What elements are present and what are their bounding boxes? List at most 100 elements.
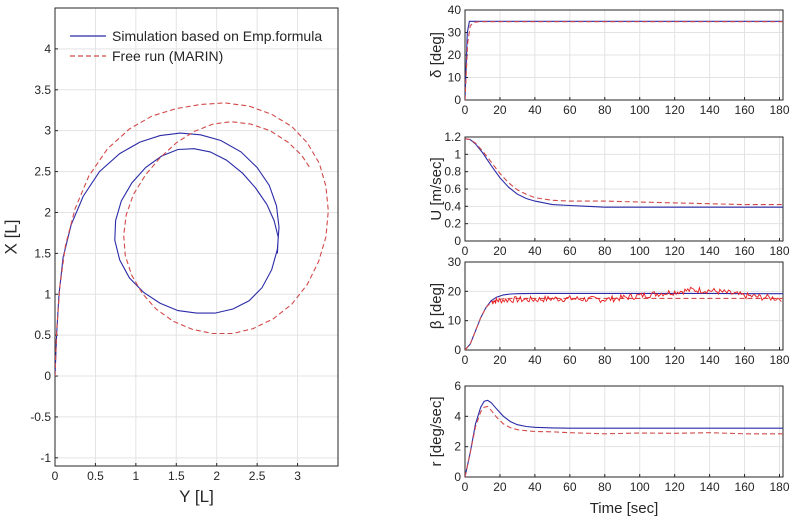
x-tick-label: 180 <box>769 244 789 258</box>
x-tick-label: 2 <box>213 469 220 483</box>
x-tick-label: 40 <box>528 103 542 117</box>
y-tick-label: 0 <box>44 369 51 383</box>
x-tick-label: 80 <box>598 353 612 367</box>
x-tick-label: 60 <box>563 244 577 258</box>
y-tick-label: 20 <box>448 284 462 298</box>
simulation-series-line <box>55 132 280 377</box>
y-tick-label: 4 <box>44 42 51 56</box>
y-tick-label: 40 <box>448 3 462 17</box>
legend-entry: Free run (MARIN) <box>112 48 223 64</box>
x-tick-label: 20 <box>493 103 507 117</box>
x-tick-label: 20 <box>493 244 507 258</box>
x-tick-label: 60 <box>563 353 577 367</box>
y-tick-label: 0 <box>454 93 461 107</box>
y-tick-label: 1.2 <box>444 130 461 144</box>
y-tick-label: 10 <box>448 314 462 328</box>
x-tick-label: 140 <box>700 244 720 258</box>
speed-plot: 0 20 40 60 80 100 120 140 160 18000.20.40.60.811.… <box>428 130 790 258</box>
y-tick-label: 20 <box>448 48 462 62</box>
x-tick-label: 160 <box>735 103 755 117</box>
y-tick-label: 0.6 <box>444 182 461 196</box>
y-tick-label: 0 <box>454 470 461 484</box>
y-tick-label: 0.4 <box>444 199 461 213</box>
plot-area <box>464 385 784 478</box>
x-tick-label: 3 <box>294 469 301 483</box>
y-tick-label: 0.2 <box>444 217 461 231</box>
y-tick-label: 10 <box>448 71 462 85</box>
y-tick-label: 0 <box>454 343 461 357</box>
y-axis-label: β [deg] <box>428 283 445 329</box>
y-tick-label: 0 <box>454 234 461 248</box>
y-tick-label: 30 <box>448 255 462 269</box>
x-tick-label: 80 <box>598 103 612 117</box>
free-run-series-line <box>465 297 783 350</box>
y-tick-label: 4 <box>454 409 461 423</box>
y-tick-label: 30 <box>448 26 462 40</box>
x-tick-label: 120 <box>665 244 685 258</box>
y-tick-label: 6 <box>454 379 461 393</box>
free-run-series-line <box>465 21 783 100</box>
x-axis-label: Y [L] <box>179 487 214 506</box>
x-tick-label: 80 <box>598 480 612 494</box>
x-tick-label: 0 <box>462 353 469 367</box>
yaw-rate-plot: 0 20 40 60 80 100 120 140 160 180 0 2 4 6 r [deg/sec] T… <box>428 379 790 517</box>
x-tick-label: 120 <box>665 480 685 494</box>
x-tick-label: 40 <box>528 244 542 258</box>
simulation-series-line <box>465 20 783 100</box>
y-axis-label: δ [deg] <box>428 32 445 78</box>
x-tick-label: 100 <box>630 353 650 367</box>
y-axis-label: U [m/sec] <box>428 157 445 220</box>
x-tick-label: 0 <box>462 103 469 117</box>
x-tick-label: 180 <box>769 353 789 367</box>
x-tick-label: 20 <box>493 480 507 494</box>
y-tick-label: 2 <box>44 205 51 219</box>
x-tick-label: 160 <box>735 480 755 494</box>
x-tick-label: 0 <box>462 244 469 258</box>
x-tick-label: 100 <box>630 244 650 258</box>
y-tick-label: 0.8 <box>444 165 461 179</box>
legend-entry: Simulation based on Emp.formula <box>112 28 322 44</box>
y-tick-label: 1 <box>44 287 51 301</box>
x-tick-label: 40 <box>528 480 542 494</box>
simulation-series-line <box>465 399 783 477</box>
y-tick-label: 3.5 <box>34 83 51 97</box>
x-tick-label: 100 <box>630 103 650 117</box>
y-tick-label: 2 <box>454 440 461 454</box>
x-tick-label: 80 <box>598 244 612 258</box>
x-tick-label: 0.5 <box>87 469 104 483</box>
x-tick-label: 60 <box>563 480 577 494</box>
legend: Simulation based on Emp.formula Free run … <box>70 28 322 64</box>
x-tick-label: 0 <box>462 480 469 494</box>
trajectory-plot: 0 0.5 1 1.5 2 2.5 3 -1 -0.5 0 0.5 1 1.5 2 2.5 3 3.5 4 X [L… <box>1 7 339 506</box>
y-tick-label: 2.5 <box>34 165 51 179</box>
free-run-series-line <box>465 405 783 477</box>
y-tick-label: 3 <box>44 124 51 138</box>
x-tick-label: 1.5 <box>168 469 185 483</box>
plot-area <box>464 261 784 351</box>
y-tick-label: -0.5 <box>30 410 51 424</box>
plot-area <box>54 7 339 467</box>
x-tick-label: 140 <box>700 480 720 494</box>
x-tick-label: 180 <box>769 480 789 494</box>
x-tick-label: 40 <box>528 353 542 367</box>
y-tick-label: 1 <box>454 147 461 161</box>
x-tick-label: 160 <box>735 244 755 258</box>
x-tick-label: 2.5 <box>249 469 266 483</box>
measured-beta-series-line <box>490 286 782 305</box>
free-run-series-line <box>55 102 329 377</box>
x-tick-label: 120 <box>665 353 685 367</box>
free-run-series-line <box>465 138 783 206</box>
x-tick-label: 120 <box>665 103 685 117</box>
y-tick-label: 1.5 <box>34 246 51 260</box>
simulation-series-line <box>465 138 783 208</box>
x-tick-label: 100 <box>630 480 650 494</box>
y-axis-label: r [deg/sec] <box>428 396 445 466</box>
x-tick-label: 160 <box>735 353 755 367</box>
x-axis-label: Time [sec] <box>590 500 659 517</box>
rudder-angle-plot: 0 20 40 60 80 100 120 140 160 180 0 10 20 30 40 δ [deg] <box>428 3 790 117</box>
x-tick-label: 140 <box>700 103 720 117</box>
x-tick-label: 140 <box>700 353 720 367</box>
x-tick-label: 20 <box>493 353 507 367</box>
x-tick-label: 1 <box>133 469 140 483</box>
